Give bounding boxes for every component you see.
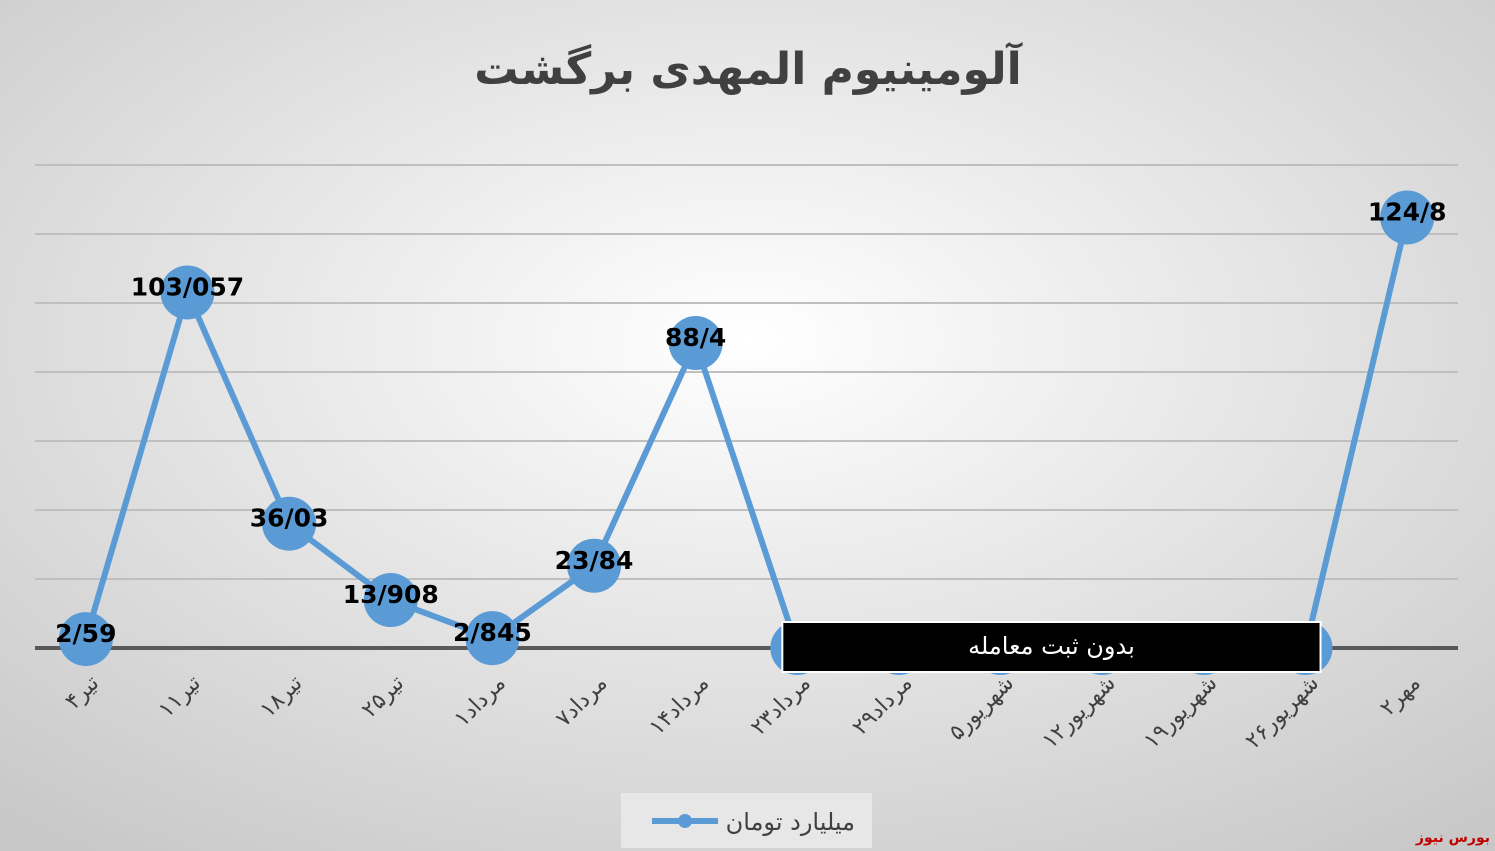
data-label: 88/4 xyxy=(665,323,726,352)
data-label: 103/057 xyxy=(131,272,245,301)
data-label: 2/59 xyxy=(55,619,116,648)
point xyxy=(262,496,317,551)
point xyxy=(363,573,418,628)
data-label: 23/84 xyxy=(555,546,634,575)
legend-marker xyxy=(678,814,692,828)
data-label: 124/8 xyxy=(1368,197,1447,226)
point xyxy=(160,265,215,320)
legend-label: میلیارد تومان xyxy=(726,808,855,836)
chart-title: آلومینیوم المهدی برگشت xyxy=(474,41,1022,95)
data-label: 2/845 xyxy=(453,618,532,647)
point xyxy=(1380,190,1435,245)
point xyxy=(465,611,520,666)
data-label: 13/908 xyxy=(343,580,439,609)
source: بورس نیوز xyxy=(1415,830,1490,846)
point xyxy=(668,316,723,371)
point xyxy=(58,612,113,667)
annotation-box xyxy=(781,621,1322,673)
point xyxy=(567,538,622,593)
annotation: بدون ثبت معامله xyxy=(968,632,1135,660)
data-label: 36/03 xyxy=(250,504,329,533)
